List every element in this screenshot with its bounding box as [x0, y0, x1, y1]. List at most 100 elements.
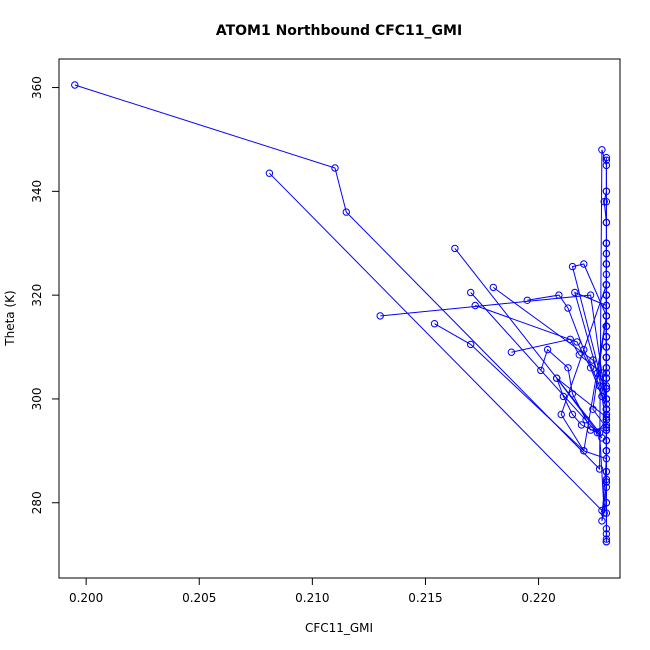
data-point [602, 454, 611, 463]
data-point [602, 384, 611, 393]
x-tick-label: 0.215 [408, 591, 442, 605]
data-point [564, 304, 572, 312]
data-point [265, 169, 274, 177]
data-point [586, 291, 595, 299]
x-tick-label: 0.200 [69, 591, 103, 605]
data-point [602, 509, 611, 517]
data-point [602, 161, 611, 170]
data-point [553, 374, 561, 382]
series-lines [74, 84, 607, 542]
data-point [577, 421, 586, 429]
data-point [598, 517, 606, 525]
data-point [523, 296, 531, 304]
data-point [602, 353, 611, 362]
y-tick-label: 280 [30, 491, 44, 514]
data-point [580, 260, 588, 268]
data-point [580, 447, 588, 455]
data-point [568, 262, 577, 271]
data-point [342, 208, 350, 216]
data-point [602, 538, 611, 546]
data-point [600, 509, 608, 517]
data-point [573, 338, 581, 346]
series-line-4 [434, 315, 607, 452]
data-point [602, 426, 611, 434]
data-point [602, 400, 611, 408]
data-point [602, 270, 611, 279]
data-point [602, 187, 611, 196]
data-point [595, 465, 604, 473]
x-axis-label: CFC11_GMI [305, 621, 373, 635]
data-point [575, 351, 583, 359]
y-tick-label: 300 [30, 387, 44, 410]
x-tick-label: 0.210 [295, 591, 329, 605]
data-point [598, 146, 606, 154]
data-point [602, 525, 611, 533]
data-point [602, 421, 611, 429]
data-point [602, 322, 611, 330]
data-point [568, 410, 577, 419]
data-point [507, 348, 516, 356]
data-point [602, 374, 611, 382]
data-point [602, 153, 611, 162]
data-point [564, 364, 572, 372]
data-point [559, 392, 568, 401]
data-point [602, 447, 611, 455]
x-axis: 0.200 0.205 0.210 0.215 0.220 [69, 578, 556, 605]
data-point [331, 164, 339, 172]
data-point [586, 426, 595, 434]
data-point [602, 535, 611, 543]
y-tick-label: 340 [30, 180, 44, 203]
y-tick-label: 360 [30, 76, 44, 99]
data-point [451, 244, 459, 253]
data-point [568, 390, 577, 398]
data-point [557, 410, 565, 419]
data-point [467, 340, 475, 349]
series-line-3 [380, 291, 607, 542]
data-point [598, 369, 606, 377]
data-point [571, 288, 579, 297]
data-point [602, 395, 611, 403]
data-point [595, 382, 604, 390]
plot-frame [58, 58, 621, 579]
data-point [589, 405, 597, 413]
series-points [71, 81, 611, 546]
x-tick-label: 0.220 [521, 591, 555, 605]
data-point [602, 530, 611, 538]
y-axis: 280 300 320 340 360 [30, 76, 59, 514]
data-point [555, 291, 563, 299]
data-point [602, 343, 611, 351]
y-axis-label: Theta (K) [3, 290, 17, 346]
data-point [537, 366, 545, 375]
data-point [602, 369, 611, 377]
data-point [467, 288, 475, 297]
data-point [602, 291, 611, 299]
chart-title: ATOM1 Northbound CFC11_GMI [216, 23, 462, 39]
data-point [602, 416, 611, 424]
data-point [430, 320, 439, 328]
data-point [602, 467, 611, 476]
data-point [602, 499, 611, 507]
data-point [602, 156, 611, 164]
data-point [602, 413, 611, 421]
data-point [602, 218, 611, 227]
series-line-5 [454, 157, 607, 514]
data-point [489, 283, 497, 292]
data-point [602, 364, 611, 372]
data-point [602, 483, 611, 491]
data-point [602, 405, 611, 413]
data-point [471, 301, 479, 310]
data-point [586, 364, 595, 372]
data-point [582, 416, 590, 424]
data-point [602, 423, 611, 432]
data-point [602, 198, 611, 206]
data-point [543, 345, 552, 354]
data-point [593, 429, 602, 437]
data-point [580, 345, 588, 354]
data-point [593, 369, 602, 377]
data-point [566, 335, 574, 343]
data-point [602, 478, 611, 486]
data-point [602, 239, 611, 247]
data-point [589, 356, 597, 364]
data-point [376, 312, 384, 320]
